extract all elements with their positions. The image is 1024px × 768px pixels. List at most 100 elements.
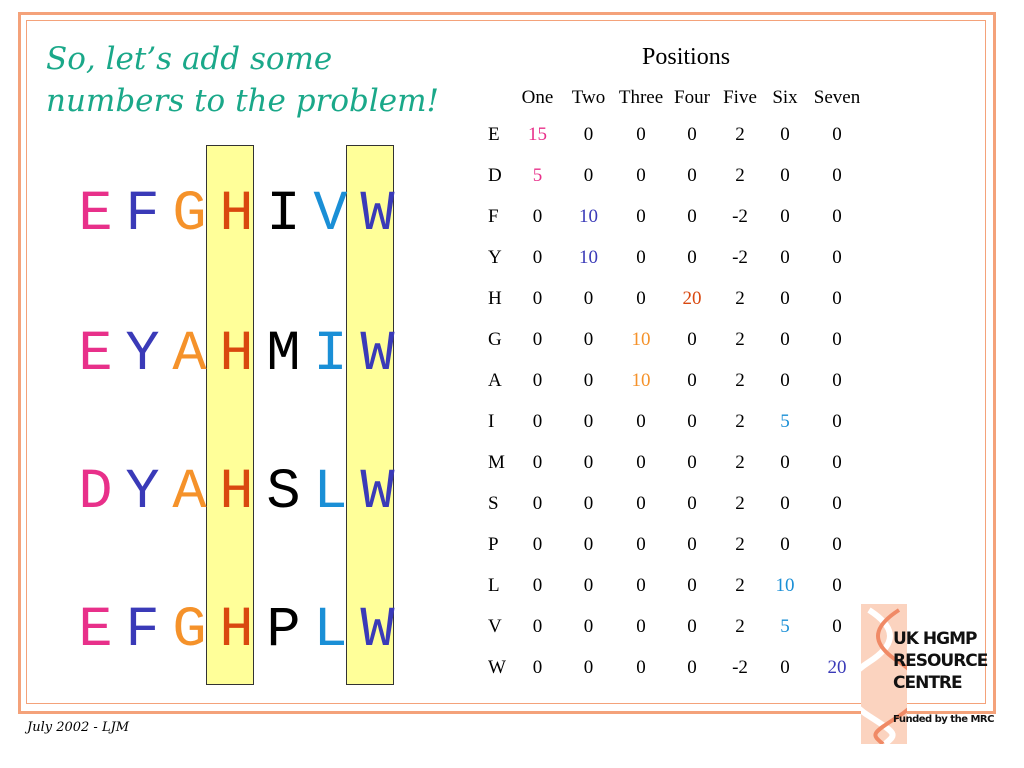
matrix-cell: 0 (583, 123, 594, 145)
matrix-cell: 2 (735, 164, 745, 186)
sequence-letter: M (266, 323, 301, 387)
matrix-cell: 0 (636, 492, 646, 514)
matrix-cell: -2 (732, 246, 748, 268)
sequence-letter: F (125, 599, 160, 663)
matrix-cell: 0 (687, 164, 697, 186)
matrix-cell: -2 (732, 656, 748, 678)
matrix-cell: 2 (735, 369, 745, 391)
matrix-cell: 0 (780, 246, 790, 268)
sequence-letter: W (360, 599, 395, 663)
matrix-cell: 10 (579, 246, 598, 268)
matrix-cell: 0 (780, 656, 790, 678)
matrix-row: Y 0 10 0 0 -2 0 0 (482, 237, 868, 278)
matrix-cell: 0 (832, 246, 842, 268)
matrix-cell: 0 (687, 328, 697, 350)
matrix-cell: 0 (780, 533, 790, 555)
sequence-letter: I (266, 183, 301, 247)
footer-text: July 2002 - LJM (27, 720, 130, 735)
matrix-cell: 15 (528, 123, 547, 145)
matrix-cell: -2 (732, 205, 748, 227)
score-matrix: One Two Three Four Five Six Seven E 15 0 0 0 2 0 0 D 5 0… (482, 82, 868, 688)
matrix-header-row: One Two Three Four Five Six Seven (482, 82, 868, 114)
matrix-cell: 0 (532, 574, 543, 596)
matrix-cell: 10 (775, 574, 795, 596)
matrix-cell: 0 (780, 164, 790, 186)
matrix-cell: 0 (532, 205, 543, 227)
matrix-row: H 0 0 0 20 2 0 0 (482, 278, 868, 319)
matrix-cell: 0 (583, 164, 594, 186)
matrix-row-label: V (488, 615, 502, 637)
matrix-cell: 0 (532, 451, 543, 473)
matrix-cell: 0 (687, 123, 697, 145)
matrix-column-header: Six (772, 87, 798, 108)
sequence-letter: E (78, 323, 113, 387)
title-line-2: numbers to the problem! (46, 83, 439, 119)
matrix-cell: 5 (532, 164, 543, 186)
matrix-cell: 0 (532, 656, 543, 678)
matrix-row: V 0 0 0 0 2 5 0 (482, 606, 868, 647)
matrix-row-label: M (488, 451, 505, 473)
slide-frame-inner (26, 20, 986, 704)
matrix-cell: 0 (636, 287, 646, 309)
matrix-cell: 0 (832, 328, 842, 350)
matrix-cell: 0 (832, 205, 842, 227)
matrix-cell: 0 (780, 369, 790, 391)
matrix-cell: 0 (687, 574, 697, 596)
matrix-cell: 0 (532, 410, 543, 432)
matrix-cell: 0 (780, 287, 790, 309)
matrix-column-header: Two (571, 87, 606, 108)
matrix-cell: 0 (636, 410, 646, 432)
matrix-cell: 0 (780, 328, 790, 350)
sequence-letter: H (219, 461, 254, 525)
sequence-letter: E (78, 599, 113, 663)
sequence-letter: H (219, 183, 254, 247)
matrix-cell: 0 (832, 410, 842, 432)
matrix-cell: 0 (636, 164, 646, 186)
sequence-letter: S (266, 461, 301, 525)
matrix-cell: 0 (687, 369, 697, 391)
matrix-cell: 0 (832, 287, 842, 309)
matrix-row: S 0 0 0 0 2 0 0 (482, 483, 868, 524)
matrix-cell: 0 (687, 656, 697, 678)
matrix-row-label: F (488, 205, 499, 227)
dna-helix-icon (845, 604, 922, 747)
matrix-cell: 0 (687, 492, 697, 514)
matrix-row-label: A (488, 369, 502, 391)
matrix-cell: 0 (636, 205, 646, 227)
matrix-cell: 0 (636, 451, 646, 473)
matrix-cell: 10 (631, 328, 651, 350)
matrix-cell: 2 (735, 615, 745, 637)
matrix-cell: 0 (583, 410, 594, 432)
matrix-cell: 2 (735, 451, 745, 473)
sequence-letter: P (266, 599, 301, 663)
matrix-cell: 0 (687, 615, 697, 637)
matrix-row-label: P (488, 533, 499, 555)
matrix-row: I 0 0 0 0 2 5 0 (482, 401, 868, 442)
sequence-letter: H (219, 323, 254, 387)
matrix-cell: 0 (832, 574, 842, 596)
slide-frame-outer (18, 12, 996, 714)
matrix-cell: 0 (687, 533, 697, 555)
logo-wordmark: UK HGMP RESOURCE CENTRE (893, 628, 988, 694)
matrix-column-header: Seven (813, 87, 861, 108)
matrix-cell: 0 (687, 451, 697, 473)
matrix-column-header: Three (618, 87, 664, 108)
matrix-cell: 0 (636, 656, 646, 678)
matrix-cell: 0 (532, 533, 543, 555)
sequence-letter: F (125, 183, 160, 247)
sequence-letter: H (219, 599, 254, 663)
matrix-row: F 0 10 0 0 -2 0 0 (482, 196, 868, 237)
matrix-cell: 0 (832, 615, 842, 637)
matrix-cell: 0 (532, 615, 543, 637)
matrix-cell: 2 (735, 123, 745, 145)
matrix-cell: 2 (735, 328, 745, 350)
matrix-cell: 0 (832, 369, 842, 391)
sequence-letter: A (172, 323, 207, 387)
matrix-cell: 10 (631, 369, 651, 391)
matrix-cell: 0 (532, 287, 543, 309)
matrix-cell: 0 (780, 451, 790, 473)
matrix-cell: 0 (532, 492, 543, 514)
matrix-cell: 0 (583, 615, 594, 637)
